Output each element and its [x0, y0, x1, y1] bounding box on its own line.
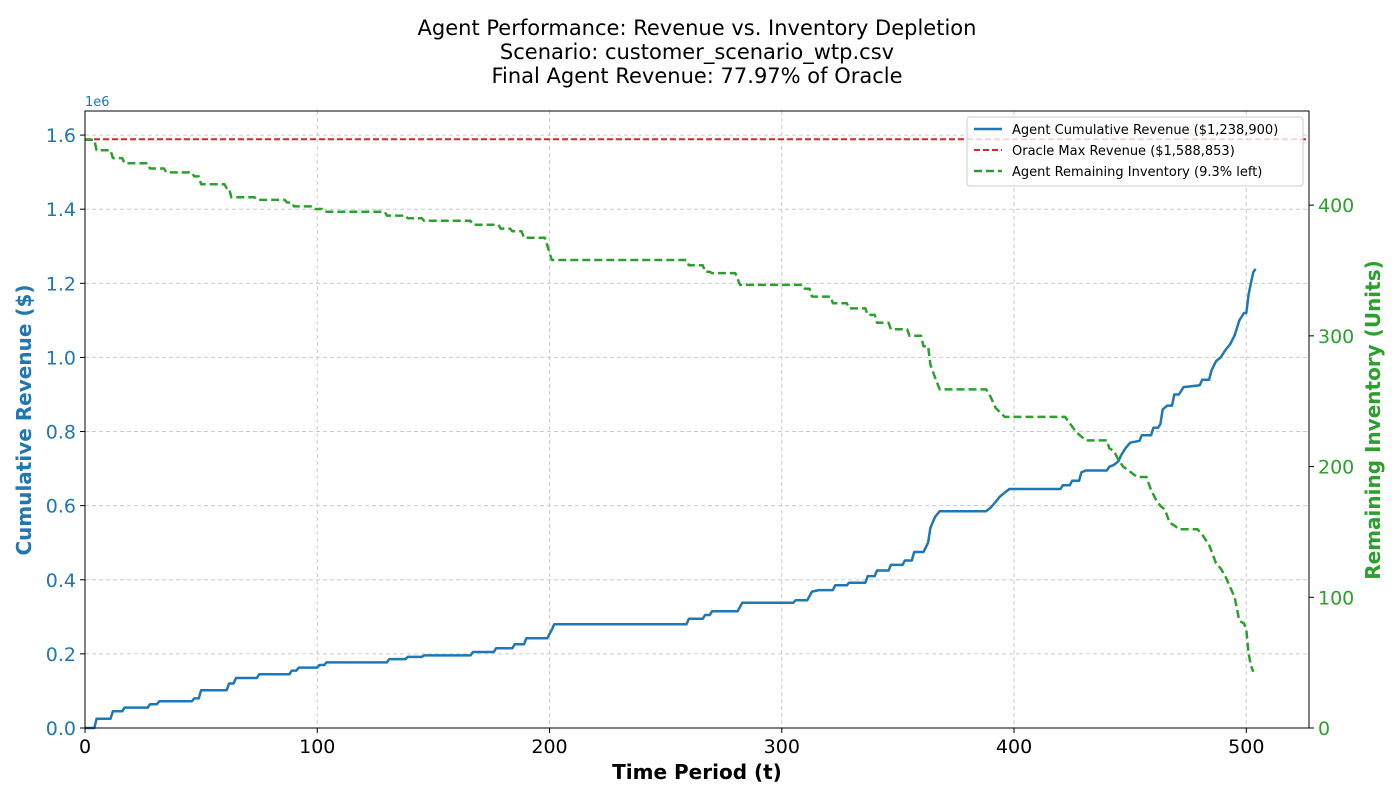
- legend-label-inventory: Agent Remaining Inventory (9.3% left): [1012, 165, 1262, 180]
- left-axis-multiplier: 1e6: [85, 95, 110, 110]
- x-tick-label: 500: [1228, 736, 1264, 758]
- y-left-axis-ticks: 0.0 0.2 0.4 0.6 0.8 1.0 1.2 1.4 1.6: [46, 125, 85, 740]
- legend-box: [966, 116, 1304, 187]
- legend-label-oracle: Oracle Max Revenue ($1,588,853): [1012, 144, 1235, 159]
- x-tick-label: 0: [79, 736, 91, 758]
- y-left-axis-label: Cumulative Revenue ($): [12, 284, 36, 555]
- y-left-tick-label: 0.0: [46, 718, 76, 740]
- x-axis-ticks: 0 100 200 300 400 500: [79, 728, 1264, 758]
- series-line-inventory: [85, 138, 1255, 673]
- x-tick-label: 300: [764, 736, 800, 758]
- y-left-tick-label: 0.4: [46, 570, 76, 592]
- y-right-tick-label: 0: [1318, 718, 1330, 740]
- y-right-tick-label: 200: [1318, 457, 1354, 479]
- legend-label-revenue: Agent Cumulative Revenue ($1,238,900): [1012, 123, 1278, 138]
- chart-title-line-3: Final Agent Revenue: 77.97% of Oracle: [491, 64, 902, 88]
- legend: Agent Cumulative Revenue ($1,238,900) Or…: [966, 116, 1304, 187]
- series-layer: [85, 138, 1309, 730]
- y-left-tick-label: 1.2: [46, 273, 76, 295]
- y-left-tick-label: 1.4: [46, 199, 76, 221]
- y-left-tick-label: 0.2: [46, 644, 76, 666]
- y-left-tick-label: 0.8: [46, 422, 76, 444]
- series-line-revenue: [85, 268, 1257, 730]
- plot-frame: [84, 110, 1310, 729]
- x-tick-label: 200: [531, 736, 567, 758]
- y-right-tick-label: 400: [1318, 195, 1354, 217]
- chart-title-line-2: Scenario: customer_scenario_wtp.csv: [500, 40, 894, 65]
- y-right-axis-ticks: 0 100 200 300 400: [1309, 195, 1354, 740]
- chart-title-line-1: Agent Performance: Revenue vs. Inventory…: [418, 16, 977, 40]
- x-tick-label: 100: [299, 736, 335, 758]
- grid: [84, 111, 1309, 729]
- y-left-tick-label: 0.6: [46, 496, 76, 518]
- y-right-axis-label: Remaining Inventory (Units): [1361, 260, 1385, 580]
- x-tick-label: 400: [996, 736, 1032, 758]
- y-left-tick-label: 1.6: [46, 125, 76, 147]
- y-right-tick-label: 100: [1318, 587, 1354, 609]
- x-axis-label: Time Period (t): [612, 760, 782, 784]
- y-right-tick-label: 300: [1318, 326, 1354, 348]
- y-left-tick-label: 1.0: [46, 347, 76, 369]
